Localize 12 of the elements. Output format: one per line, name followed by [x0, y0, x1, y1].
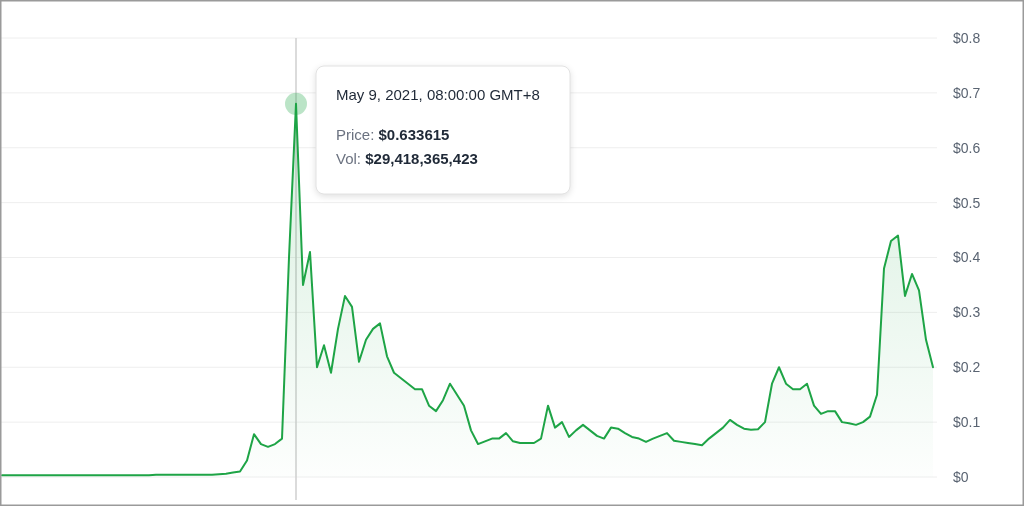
y-tick-label: $0.1	[953, 414, 981, 431]
annotation: May 9, 2021, 08:00:00 GMT+8	[336, 86, 540, 103]
y-tick-label: $0.3	[953, 304, 981, 321]
y-tick-label: $0.5	[953, 194, 981, 211]
annotation: Price: $0.633615	[336, 126, 450, 143]
y-tick-label: $0.8	[953, 29, 981, 46]
y-tick-label: $0.7	[953, 84, 981, 101]
annotation: Vol: $29,418,365,423	[336, 150, 478, 167]
y-tick-label: $0.4	[953, 249, 981, 266]
y-tick-label: $0.2	[953, 359, 981, 376]
y-tick-label: $0.6	[953, 139, 981, 156]
y-tick-label: $0	[953, 468, 969, 485]
